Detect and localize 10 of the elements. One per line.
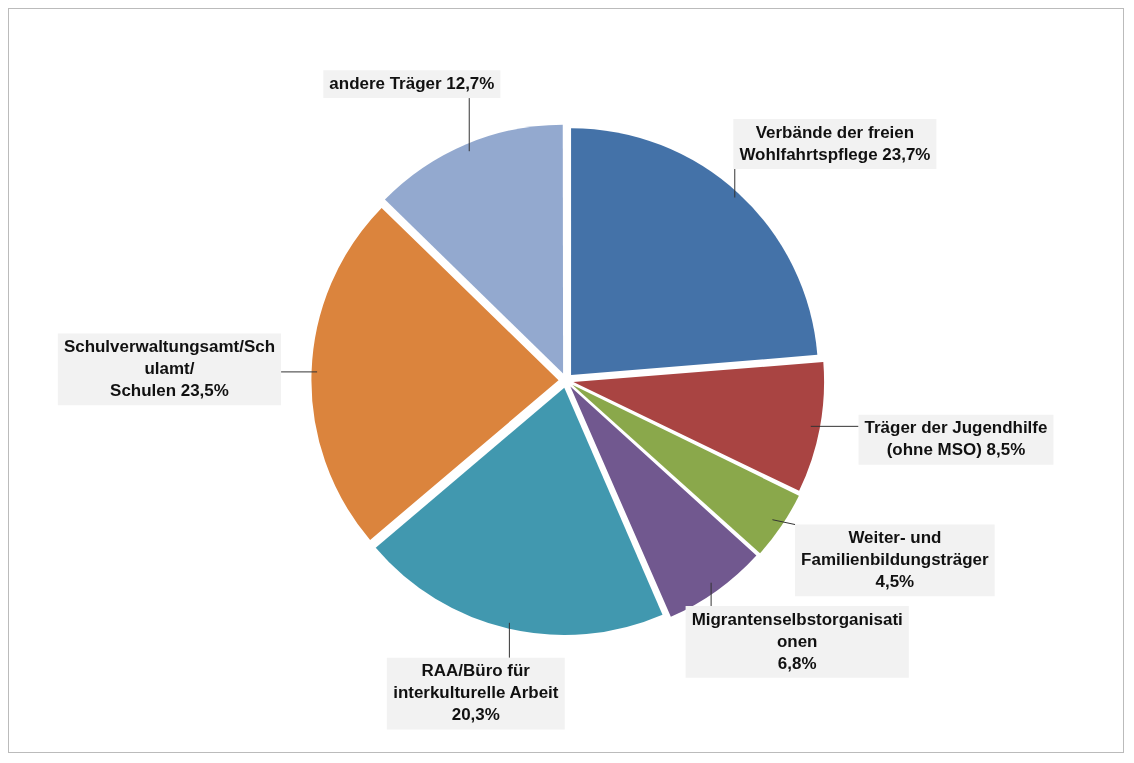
slice-label: Schulverwaltungsamt/Schulamt/ Schulen 23,5% — [63, 337, 276, 400]
slice-label: Träger der Jugendhilfe (ohne MSO) 8,5% — [864, 418, 1048, 460]
data-label: 20,3% — [451, 705, 500, 725]
slice-label: Weiter- und Familienbildungsträger — [801, 528, 990, 570]
slice-label: RAA/Büro für interkulturelle Arbeit — [393, 661, 559, 703]
slice-label: Verbände der freien Wohlfahrtspflege 23,7% — [739, 122, 931, 164]
slice-label: andere Träger 12,7% — [329, 73, 495, 93]
slice-label: Migrantenselbstorganisationen — [691, 609, 903, 651]
data-label: 4,5% — [875, 572, 915, 592]
data-label: 6,8% — [777, 653, 817, 673]
